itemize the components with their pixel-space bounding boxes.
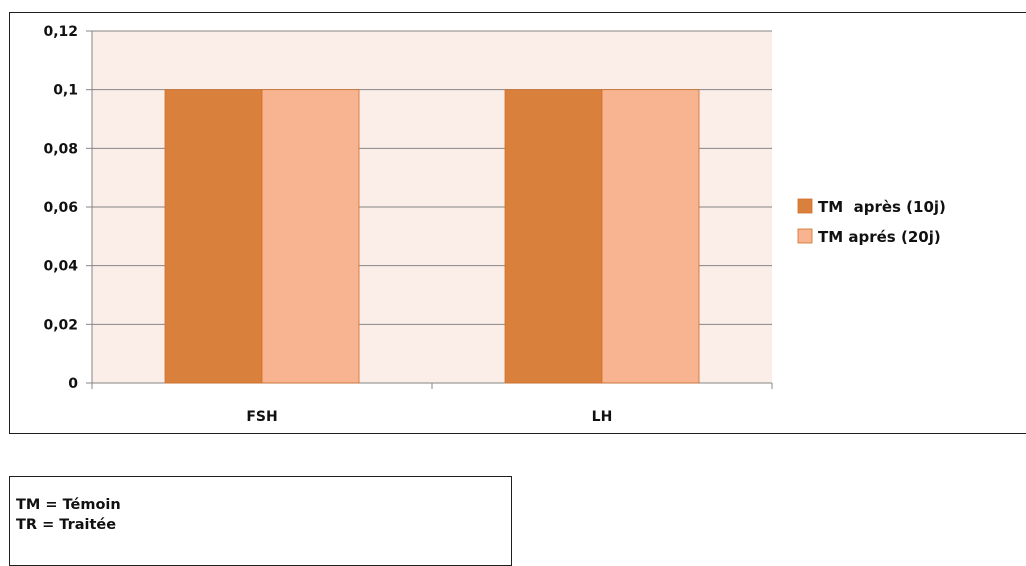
note-line-tr: TR = Traitée (16, 517, 117, 533)
y-tick-label: 0,06 (43, 200, 78, 216)
bar-lh-series-2 (601, 89, 700, 384)
bar-chart: 0 0,02 0,04 0,06 0,08 0,1 0,12 FSH LH TM après (1… (43, 24, 946, 425)
legend-label-2: TM aprés (20j) (818, 228, 941, 246)
y-tick-label: 0,02 (43, 317, 78, 333)
note-line-tm: TM = Témoin (16, 497, 121, 513)
legend-label-1: TM après (10j) (818, 198, 946, 216)
y-tick-label: 0,12 (43, 24, 78, 40)
y-tick-label: 0,08 (43, 141, 78, 157)
chart-frame: 0 0,02 0,04 0,06 0,08 0,1 0,12 FSH LH TM après (1… (9, 12, 1026, 434)
y-tick-label: 0,1 (53, 83, 78, 99)
x-tick-label: LH (592, 409, 613, 425)
y-tick-label: 0,04 (43, 259, 78, 275)
x-tick-label: FSH (246, 409, 277, 425)
legend-swatch-2 (797, 228, 813, 244)
bar-lh-series-1 (504, 89, 603, 384)
abbreviation-note: TM = Témoin TR = Traitée (9, 476, 512, 566)
bar-fsh-series-1 (164, 89, 263, 384)
y-tick-label: 0 (68, 376, 78, 392)
legend-swatch-1 (797, 198, 813, 214)
bar-fsh-series-2 (261, 89, 360, 384)
